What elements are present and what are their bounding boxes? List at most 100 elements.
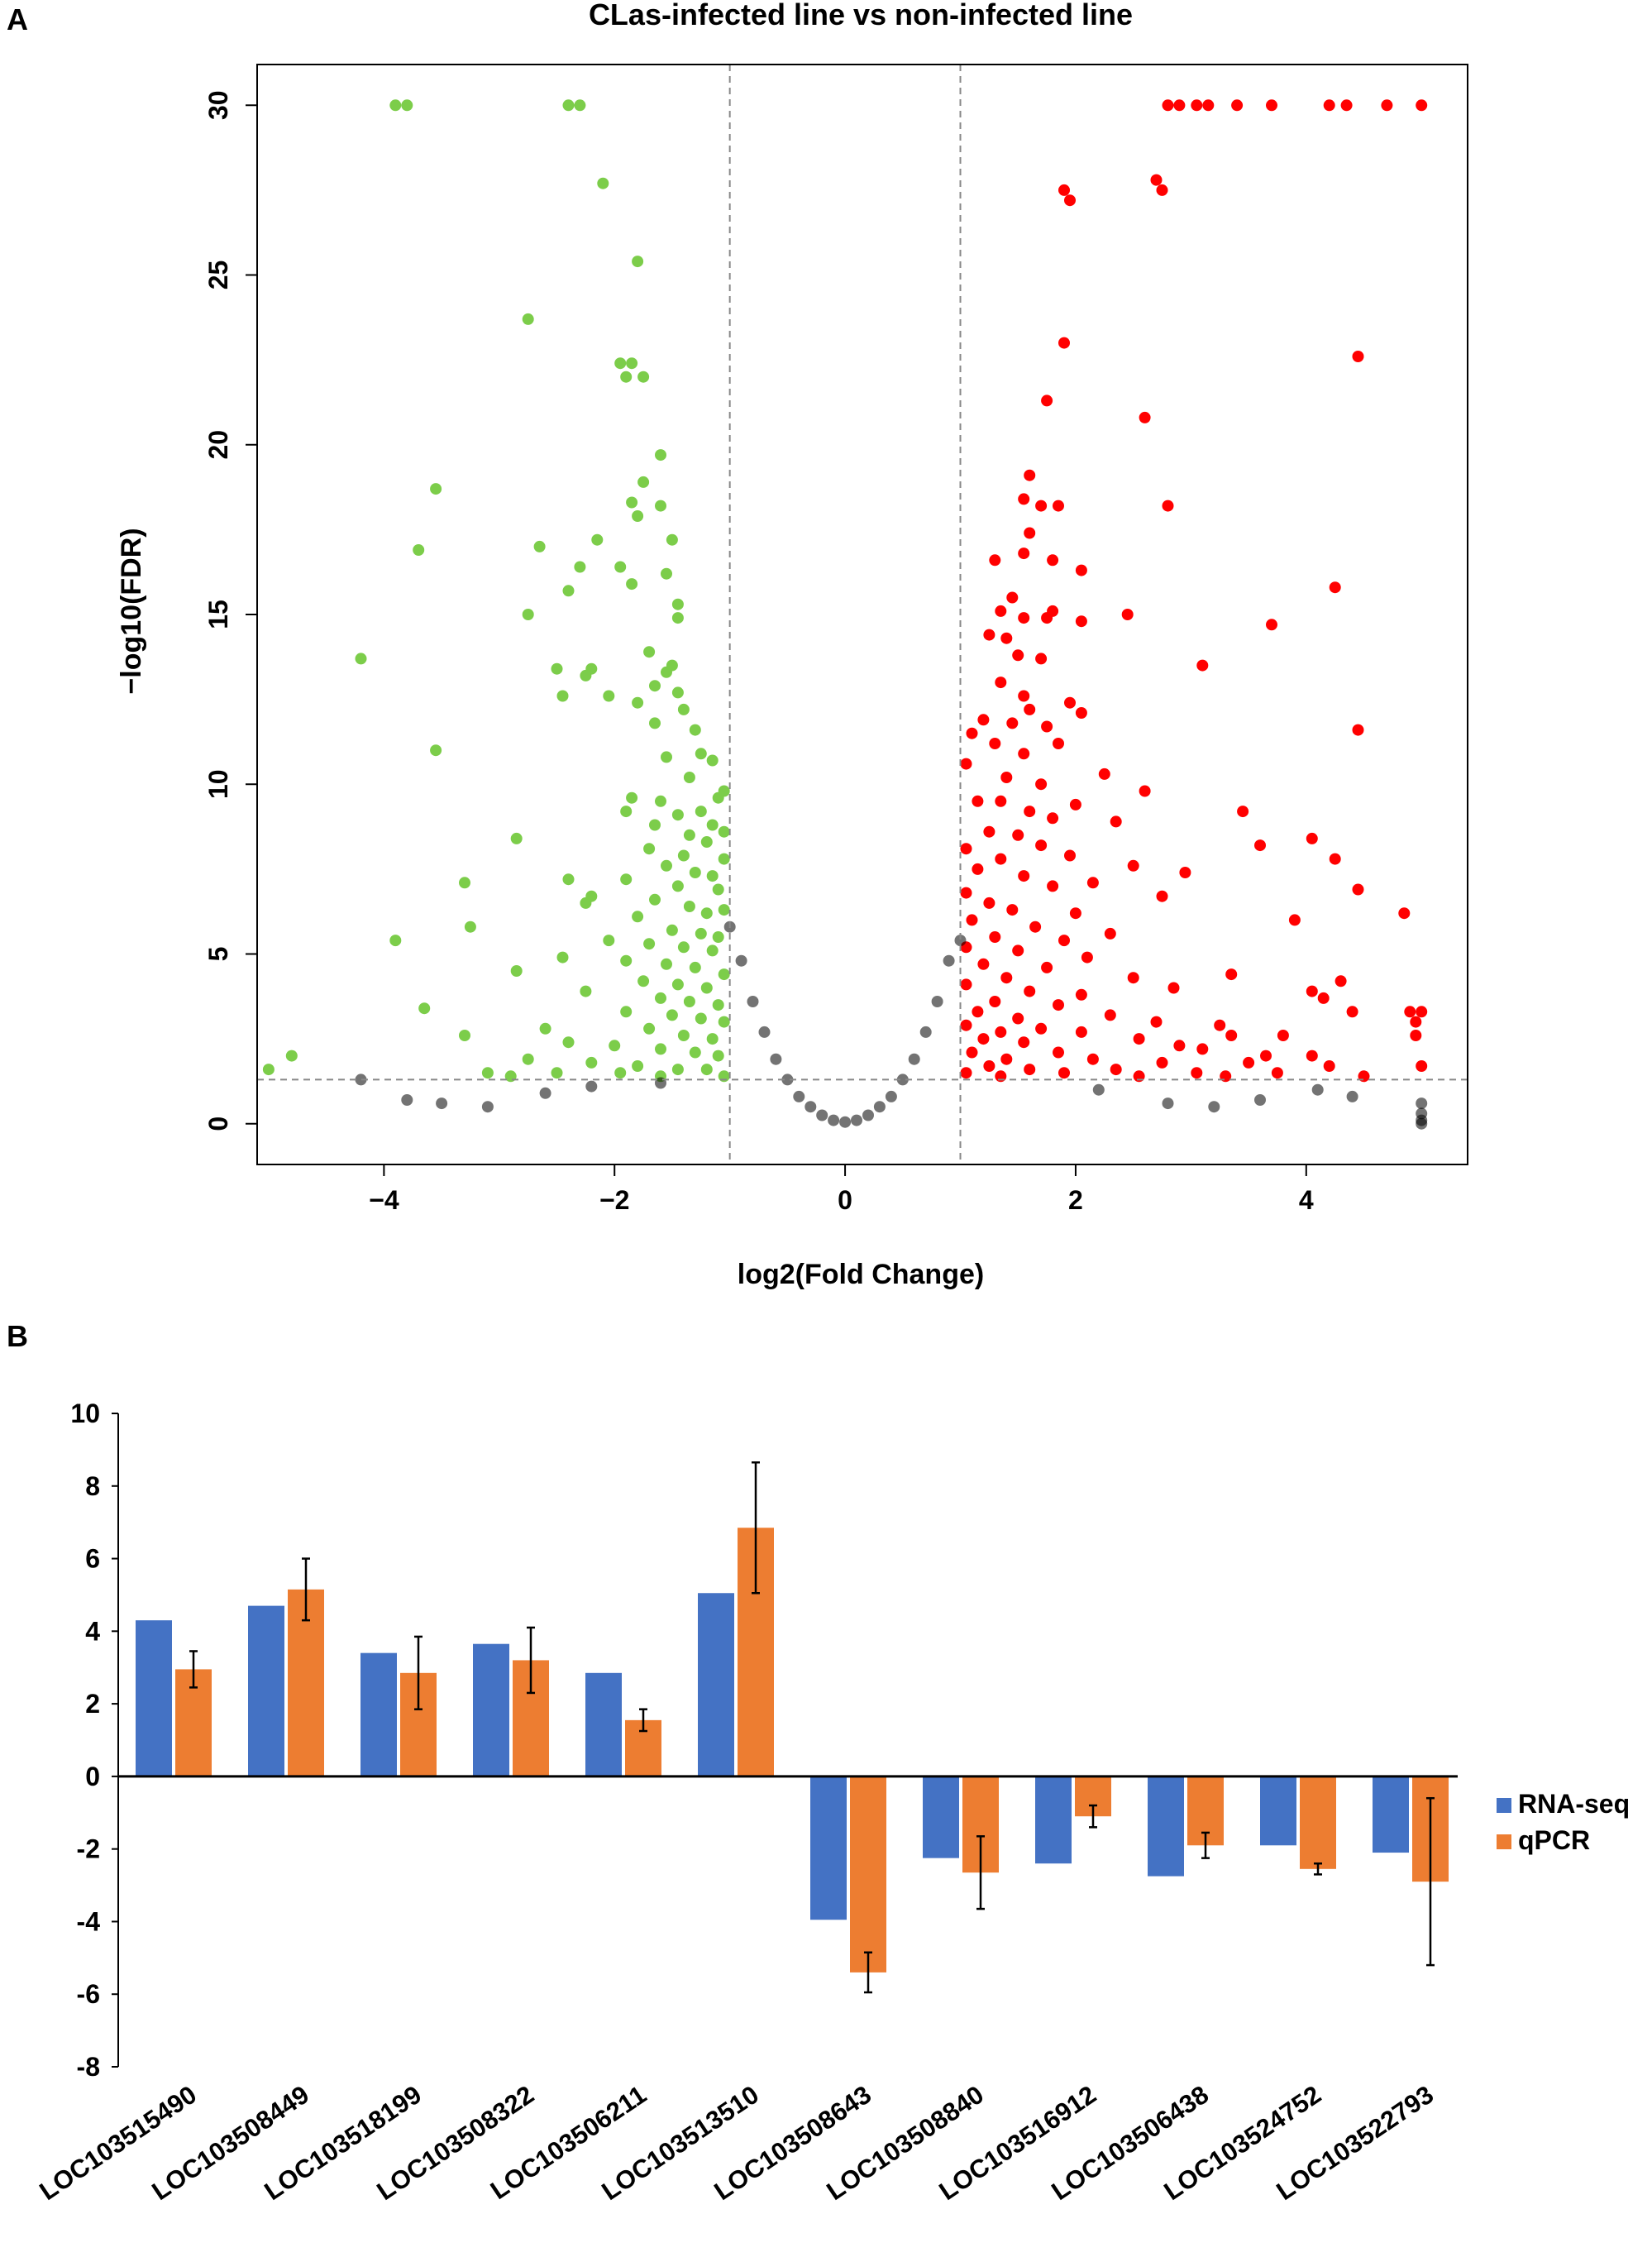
point-up-regulated-141 — [1323, 1060, 1335, 1072]
point-up-regulated-124 — [1075, 1026, 1087, 1038]
x-tick-label-1: −2 — [599, 1185, 629, 1215]
point-up-regulated-106 — [1024, 985, 1036, 997]
category-labels: LOC103515490LOC103508449LOC103518199LOC1… — [34, 2080, 1438, 2206]
point-down-regulated-1 — [401, 99, 413, 112]
point-up-regulated-59 — [1139, 785, 1151, 797]
point-down-regulated-21 — [574, 561, 586, 573]
point-not-significant-1 — [735, 954, 747, 967]
point-up-regulated-117 — [1416, 1006, 1428, 1018]
point-up-regulated-90 — [1288, 914, 1301, 926]
point-down-regulated-81 — [666, 924, 678, 936]
y-tick-label-3: 15 — [203, 600, 233, 629]
point-down-regulated-110 — [459, 1030, 470, 1041]
point-up-regulated-148 — [960, 1067, 972, 1079]
bar-RNA-seq-LOC103508322 — [473, 1643, 509, 1776]
point-not-significant-4 — [770, 1053, 782, 1065]
point-up-regulated-102 — [1127, 972, 1139, 984]
point-up-regulated-101 — [1000, 972, 1013, 984]
x-tick-label-4: 4 — [1299, 1185, 1314, 1215]
point-down-regulated-69 — [459, 877, 470, 889]
point-up-regulated-69 — [1012, 829, 1024, 841]
point-up-regulated-130 — [1018, 1036, 1030, 1049]
point-down-regulated-34 — [580, 669, 592, 681]
point-up-regulated-134 — [1053, 1046, 1064, 1059]
point-up-regulated-143 — [983, 1060, 995, 1072]
point-up-regulated-60 — [972, 795, 984, 807]
point-up-regulated-22 — [1162, 500, 1174, 512]
point-down-regulated-18 — [666, 533, 678, 546]
point-not-significant-5 — [781, 1074, 794, 1086]
point-not-significant-2 — [747, 996, 759, 1007]
point-down-regulated-115 — [689, 1046, 701, 1059]
legend-label-qPCR: qPCR — [1518, 1825, 1590, 1855]
point-down-regulated-114 — [655, 1043, 666, 1055]
point-down-regulated-96 — [671, 978, 684, 991]
bar-series — [136, 1528, 1449, 1972]
point-up-regulated-81 — [1047, 880, 1059, 892]
point-down-regulated-58 — [510, 832, 523, 844]
point-down-regulated-29 — [355, 653, 367, 665]
point-down-regulated-118 — [522, 1053, 534, 1065]
point-up-regulated-7 — [1340, 99, 1353, 112]
point-down-regulated-60 — [683, 829, 695, 841]
y-axis-label: −log10(FDR) — [116, 528, 147, 694]
point-down-regulated-3 — [574, 99, 586, 112]
point-down-regulated-15 — [655, 500, 666, 512]
point-up-regulated-57 — [1000, 772, 1013, 783]
point-up-regulated-36 — [1266, 619, 1277, 631]
point-down-regulated-53 — [620, 806, 633, 818]
point-down-regulated-100 — [683, 996, 695, 1007]
point-not-significant-6 — [793, 1090, 805, 1102]
point-down-regulated-105 — [695, 1012, 707, 1025]
point-up-regulated-116 — [1012, 1012, 1024, 1025]
point-not-significant-23 — [539, 1087, 551, 1099]
y-tick-label-5: 2 — [85, 1689, 100, 1719]
point-up-regulated-73 — [1064, 849, 1076, 862]
point-up-regulated-140 — [1243, 1056, 1255, 1069]
point-up-regulated-26 — [989, 554, 1001, 567]
point-down-regulated-109 — [677, 1030, 690, 1041]
point-down-regulated-36 — [649, 680, 661, 692]
point-down-regulated-121 — [671, 1064, 684, 1076]
point-up-regulated-149 — [1058, 1067, 1070, 1079]
point-up-regulated-94 — [1058, 935, 1070, 947]
x-axis: −4 −2 0 2 4 — [369, 1164, 1314, 1215]
point-up-regulated-80 — [1086, 877, 1099, 889]
legend-label-RNA-seq: RNA-seq — [1518, 1789, 1630, 1819]
point-up-regulated-43 — [1018, 690, 1030, 702]
point-up-regulated-86 — [1006, 904, 1019, 916]
point-up-regulated-48 — [1006, 717, 1019, 729]
point-up-regulated-109 — [1317, 992, 1330, 1004]
y-tick-label-9: 10 — [70, 1399, 100, 1428]
point-up-regulated-121 — [1214, 1019, 1226, 1031]
point-up-regulated-103 — [1334, 975, 1347, 987]
point-up-regulated-55 — [960, 758, 972, 770]
point-down-regulated-7 — [614, 357, 627, 370]
point-down-regulated-25 — [562, 585, 575, 597]
point-up-regulated-97 — [1081, 951, 1093, 964]
point-down-regulated-28 — [671, 612, 684, 624]
point-down-regulated-12 — [637, 476, 650, 488]
point-up-regulated-15 — [1352, 351, 1364, 362]
point-up-regulated-51 — [966, 727, 978, 739]
point-up-regulated-17 — [1041, 394, 1053, 407]
point-down-regulated-84 — [389, 935, 402, 947]
point-down-regulated-65 — [661, 859, 672, 872]
point-down-regulated-23 — [661, 567, 672, 580]
point-up-regulated-105 — [1167, 982, 1180, 994]
point-down-regulated-68 — [562, 873, 575, 886]
point-not-significant-11 — [851, 1114, 862, 1126]
point-up-regulated-20 — [1035, 500, 1048, 512]
point-down-regulated-63 — [677, 849, 690, 862]
point-down-regulated-108 — [643, 1022, 656, 1035]
point-up-regulated-65 — [1047, 812, 1059, 825]
point-down-regulated-40 — [632, 696, 644, 709]
legend: RNA-seq qPCR — [1497, 1789, 1630, 1855]
point-not-significant-9 — [828, 1114, 840, 1126]
point-not-significant-20 — [954, 935, 967, 947]
point-up-regulated-85 — [983, 897, 995, 909]
point-up-regulated-28 — [1329, 581, 1341, 594]
point-up-regulated-70 — [1254, 839, 1266, 852]
point-not-significant-28 — [1092, 1083, 1105, 1096]
point-down-regulated-6 — [522, 313, 534, 325]
